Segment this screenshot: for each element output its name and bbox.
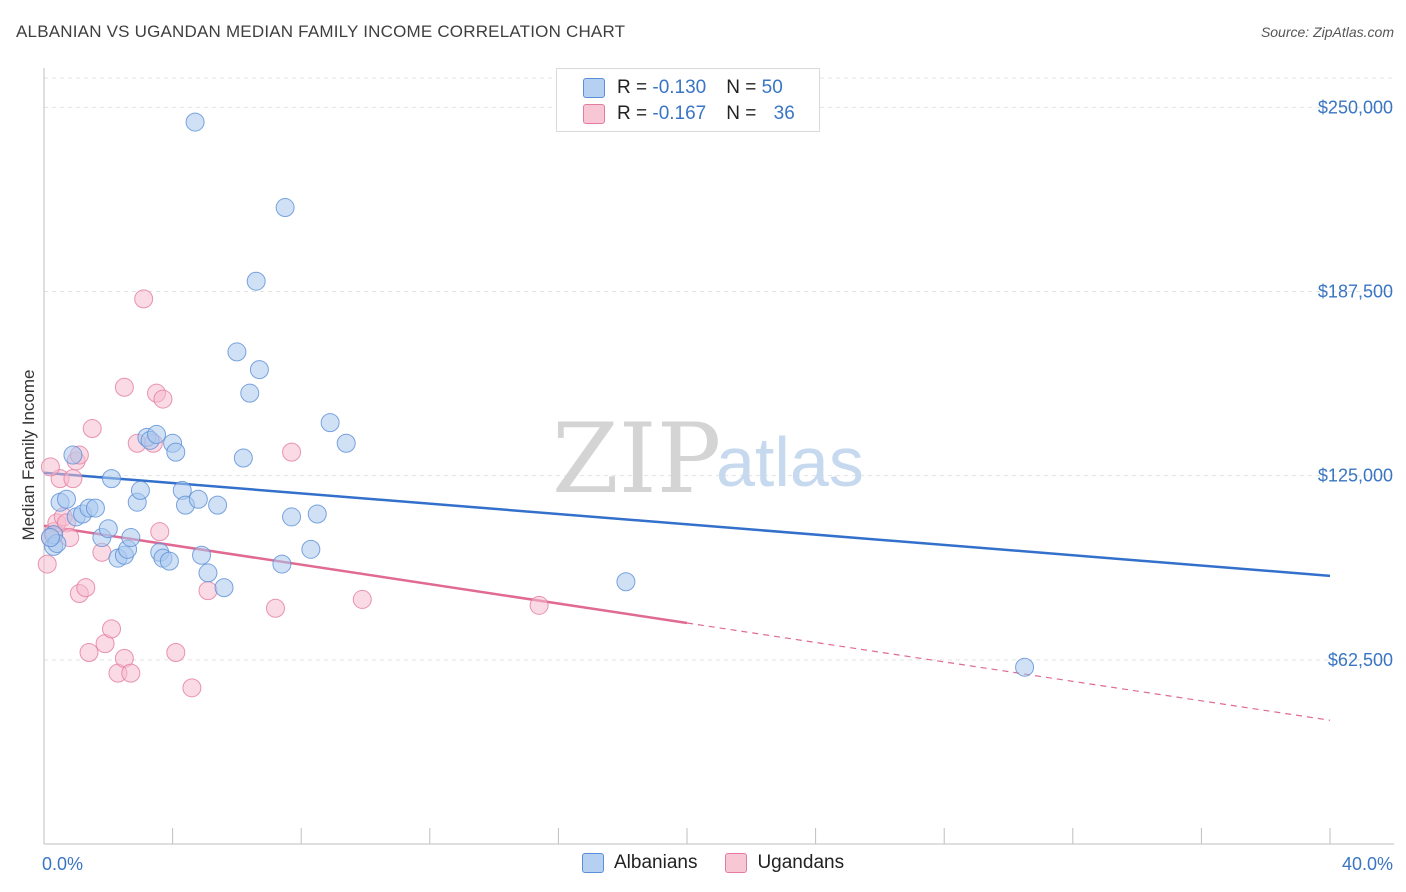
ugandan-point	[150, 522, 170, 542]
albanian-point	[320, 413, 340, 433]
watermark-atlas: atlas	[716, 423, 864, 501]
y-axis-label: Median Family Income	[19, 369, 38, 540]
ugandan-point	[153, 389, 173, 409]
ugandan-point	[40, 457, 60, 477]
legend-n-value: 36	[773, 103, 795, 124]
albanian-point	[233, 448, 253, 468]
ugandan-point	[134, 289, 154, 309]
legend-r-label: R =	[617, 77, 653, 98]
legend-row-albanians: R = -0.130 N = 50	[583, 76, 783, 100]
albanian-point	[166, 442, 186, 462]
x-tick-label: 40.0%	[1342, 854, 1393, 874]
albanian-point	[147, 424, 167, 444]
albanian-point	[159, 551, 179, 571]
albanian-point	[301, 539, 321, 559]
y-tick-label: $62,500	[1328, 650, 1393, 670]
ugandan-point	[37, 554, 57, 574]
albanian-point	[246, 271, 266, 291]
albanian-point	[616, 572, 636, 592]
ugandans-trend-extension	[686, 622, 1331, 721]
legend-label-albanians: Albanians	[614, 852, 698, 873]
watermark-zip: ZIP	[552, 403, 721, 515]
albanian-point	[102, 469, 122, 489]
x-tick-label: 0.0%	[42, 854, 83, 874]
albanian-point	[85, 498, 105, 518]
legend-item-albanians[interactable]: Albanians	[582, 852, 697, 874]
ugandan-point	[265, 598, 285, 618]
legend-n-label: N =	[726, 103, 762, 124]
albanian-point	[40, 528, 60, 548]
albanian-point	[188, 489, 208, 509]
chart-title: ALBANIAN VS UGANDAN MEDIAN FAMILY INCOME…	[16, 22, 626, 41]
albanian-point	[198, 563, 218, 583]
ugandan-point	[182, 678, 202, 698]
ugandan-point	[166, 642, 186, 662]
series-legend: Albanians Ugandans	[582, 852, 872, 874]
ugandan-point	[121, 663, 141, 683]
ugandan-point	[282, 442, 302, 462]
legend-r-label: R =	[617, 103, 653, 124]
y-tick-label: $250,000	[1318, 97, 1393, 117]
legend-row-ugandans: R = -0.167 N = 36	[583, 102, 795, 126]
albanian-point	[98, 519, 118, 539]
legend-item-ugandans[interactable]: Ugandans	[725, 852, 844, 874]
albanians-legend-icon	[582, 853, 604, 873]
ugandans-trend-line	[43, 524, 688, 625]
legend-r-value: -0.130	[652, 77, 707, 98]
ugandan-point	[102, 619, 122, 639]
y-tick-label: $125,000	[1318, 466, 1393, 486]
albanian-point	[1015, 657, 1035, 677]
legend-n-value: 50	[761, 77, 783, 98]
legend-r-value: -0.167	[652, 103, 707, 124]
legend-n-label: N =	[726, 77, 762, 98]
albanian-point	[214, 578, 234, 598]
albanian-point	[240, 383, 260, 403]
ugandan-point	[529, 595, 549, 615]
albanian-point	[63, 445, 83, 465]
ugandan-point	[114, 377, 134, 397]
albanian-point	[282, 507, 302, 527]
albanian-point	[130, 480, 150, 500]
y-tick-label: $187,500	[1318, 282, 1393, 302]
ugandan-point	[352, 589, 372, 609]
albanian-point	[57, 489, 77, 509]
albanian-point	[185, 112, 205, 132]
chart-source: Source: ZipAtlas.com	[1260, 24, 1394, 40]
stats-legend: R = -0.130 N = 50 R = -0.167 N = 36	[556, 68, 820, 132]
albanian-point	[227, 342, 247, 362]
albanians-swatch-icon	[583, 78, 605, 98]
ugandans-legend-icon	[725, 853, 748, 873]
ugandan-point	[63, 469, 83, 489]
ugandans-swatch-icon	[583, 104, 605, 124]
albanian-point	[272, 554, 292, 574]
albanian-point	[208, 495, 228, 515]
ugandan-point	[82, 419, 102, 439]
albanian-point	[307, 504, 327, 524]
ugandan-point	[79, 642, 99, 662]
albanian-point	[275, 198, 295, 218]
albanian-point	[121, 528, 141, 548]
albanian-point	[336, 433, 356, 453]
albanian-point	[192, 545, 212, 565]
ugandan-point	[76, 578, 96, 598]
albanian-point	[249, 360, 269, 380]
ugandan-point	[198, 581, 218, 601]
albanians-trend-line	[43, 471, 1331, 578]
legend-label-ugandans: Ugandans	[757, 852, 845, 873]
